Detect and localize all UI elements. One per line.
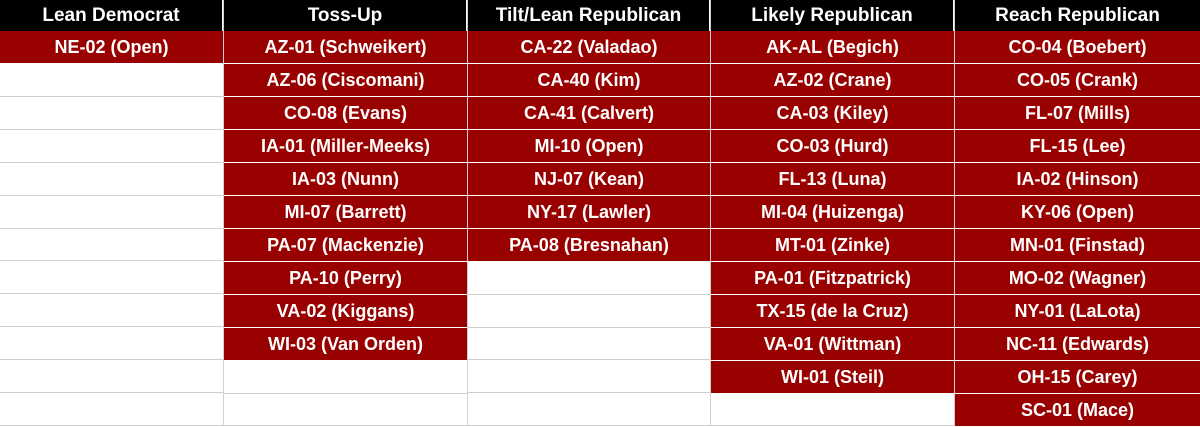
race-cell: CA-03 (Kiley) xyxy=(711,97,954,130)
race-cell: VA-02 (Kiggans) xyxy=(224,295,467,328)
empty-cell xyxy=(468,327,710,361)
race-cell: NJ-07 (Kean) xyxy=(468,163,710,196)
empty-cell xyxy=(0,294,223,328)
race-cell: FL-13 (Luna) xyxy=(711,163,954,196)
empty-cell xyxy=(0,195,223,229)
empty-cell xyxy=(0,228,223,262)
race-cell: CO-04 (Boebert) xyxy=(955,31,1200,64)
race-cell: CO-08 (Evans) xyxy=(224,97,467,130)
empty-cell xyxy=(468,294,710,328)
empty-cell xyxy=(224,361,467,394)
empty-cell xyxy=(0,129,223,163)
empty-cell xyxy=(0,360,223,394)
race-cell: MO-02 (Wagner) xyxy=(955,262,1200,295)
empty-cell xyxy=(711,394,954,426)
race-cell: VA-01 (Wittman) xyxy=(711,328,954,361)
race-cell: PA-01 (Fitzpatrick) xyxy=(711,262,954,295)
race-cell: IA-02 (Hinson) xyxy=(955,163,1200,196)
race-cell: MI-10 (Open) xyxy=(468,130,710,163)
race-cell: WI-03 (Van Orden) xyxy=(224,328,467,361)
race-cell: PA-08 (Bresnahan) xyxy=(468,229,710,262)
empty-cell xyxy=(0,64,223,97)
empty-cell xyxy=(468,393,710,426)
race-cell: NC-11 (Edwards) xyxy=(955,328,1200,361)
column-likely-republican: Likely Republican AK-AL (Begich) AZ-02 (Cr… xyxy=(711,0,955,426)
column-toss-up: Toss-Up AZ-01 (Schweikert) AZ-06 (Ciscoman… xyxy=(224,0,468,426)
race-cell: WI-01 (Steil) xyxy=(711,361,954,394)
empty-cell xyxy=(224,393,467,426)
race-cell: NY-01 (LaLota) xyxy=(955,295,1200,328)
column-header: Reach Republican xyxy=(955,0,1200,31)
race-cell: PA-10 (Perry) xyxy=(224,262,467,295)
race-cell: IA-01 (Miller-Meeks) xyxy=(224,130,467,163)
race-cell: MT-01 (Zinke) xyxy=(711,229,954,262)
column-header: Lean Democrat xyxy=(0,0,223,31)
race-cell: AZ-06 (Ciscomani) xyxy=(224,64,467,97)
column-tilt-lean-republican: Tilt/Lean Republican CA-22 (Valadao) CA-40… xyxy=(468,0,711,426)
column-reach-republican: Reach Republican CO-04 (Boebert) CO-05 (Cr… xyxy=(955,0,1200,427)
column-header: Tilt/Lean Republican xyxy=(468,0,710,31)
empty-cell xyxy=(0,96,223,130)
race-cell: MI-07 (Barrett) xyxy=(224,196,467,229)
empty-cell xyxy=(0,261,223,295)
empty-cell xyxy=(0,327,223,361)
race-cell: OH-15 (Carey) xyxy=(955,361,1200,394)
race-cell: FL-15 (Lee) xyxy=(955,130,1200,163)
race-cell: MI-04 (Huizenga) xyxy=(711,196,954,229)
race-cell: NY-17 (Lawler) xyxy=(468,196,710,229)
race-cell: SC-01 (Mace) xyxy=(955,394,1200,427)
race-cell: IA-03 (Nunn) xyxy=(224,163,467,196)
race-cell: CA-41 (Calvert) xyxy=(468,97,710,130)
race-cell: FL-07 (Mills) xyxy=(955,97,1200,130)
race-cell: CO-03 (Hurd) xyxy=(711,130,954,163)
empty-cell xyxy=(0,162,223,196)
empty-cell xyxy=(0,393,223,426)
column-lean-democrat: Lean Democrat NE-02 (Open) xyxy=(0,0,224,426)
race-cell: CO-05 (Crank) xyxy=(955,64,1200,97)
race-cell: NE-02 (Open) xyxy=(0,31,223,64)
column-header: Toss-Up xyxy=(224,0,467,31)
empty-cell xyxy=(468,262,710,295)
race-cell: TX-15 (de la Cruz) xyxy=(711,295,954,328)
race-cell: CA-40 (Kim) xyxy=(468,64,710,97)
race-cell: PA-07 (Mackenzie) xyxy=(224,229,467,262)
race-cell: KY-06 (Open) xyxy=(955,196,1200,229)
race-cell: MN-01 (Finstad) xyxy=(955,229,1200,262)
race-cell: CA-22 (Valadao) xyxy=(468,31,710,64)
column-header: Likely Republican xyxy=(711,0,954,31)
empty-cell xyxy=(468,360,710,394)
race-cell: AK-AL (Begich) xyxy=(711,31,954,64)
race-cell: AZ-02 (Crane) xyxy=(711,64,954,97)
race-cell: AZ-01 (Schweikert) xyxy=(224,31,467,64)
